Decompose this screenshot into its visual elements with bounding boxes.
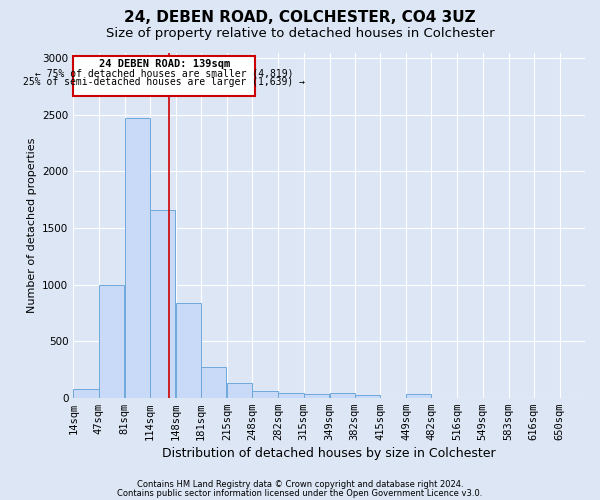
Bar [252, 391, 278, 398]
Bar [355, 396, 380, 398]
Bar [150, 210, 175, 398]
Bar [406, 394, 431, 398]
Text: Contains public sector information licensed under the Open Government Licence v3: Contains public sector information licen… [118, 488, 482, 498]
X-axis label: Distribution of detached houses by size in Colchester: Distribution of detached houses by size … [163, 447, 496, 460]
FancyBboxPatch shape [73, 56, 256, 96]
Y-axis label: Number of detached properties: Number of detached properties [26, 138, 37, 313]
Bar [73, 389, 98, 398]
Text: Contains HM Land Registry data © Crown copyright and database right 2024.: Contains HM Land Registry data © Crown c… [137, 480, 463, 489]
Bar [278, 393, 304, 398]
Text: 24, DEBEN ROAD, COLCHESTER, CO4 3UZ: 24, DEBEN ROAD, COLCHESTER, CO4 3UZ [124, 10, 476, 25]
Text: ← 75% of detached houses are smaller (4,819): ← 75% of detached houses are smaller (4,… [35, 68, 293, 78]
Bar [98, 284, 124, 398]
Bar [227, 383, 252, 398]
Bar [329, 393, 355, 398]
Bar [125, 118, 150, 398]
Text: 25% of semi-detached houses are larger (1,639) →: 25% of semi-detached houses are larger (… [23, 78, 305, 88]
Text: Size of property relative to detached houses in Colchester: Size of property relative to detached ho… [106, 28, 494, 40]
Text: 24 DEBEN ROAD: 139sqm: 24 DEBEN ROAD: 139sqm [98, 60, 230, 70]
Bar [304, 394, 329, 398]
Bar [176, 302, 201, 398]
Bar [201, 367, 226, 398]
